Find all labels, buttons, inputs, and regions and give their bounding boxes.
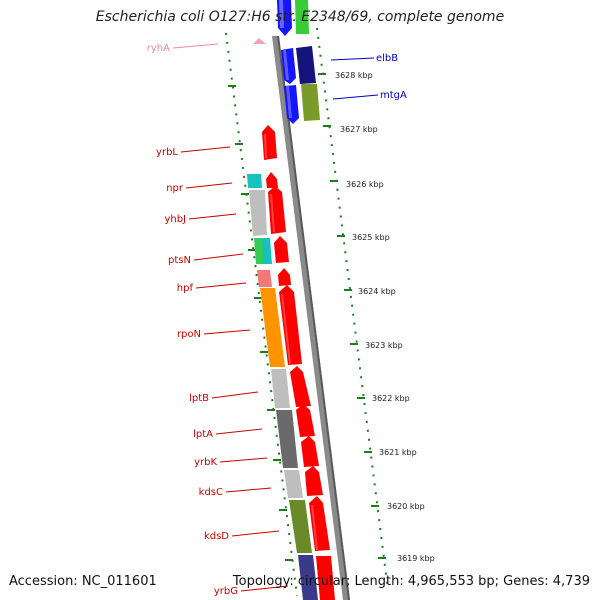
gene-bottom-red[interactable]	[316, 556, 335, 600]
gene-npr[interactable]	[247, 174, 262, 188]
gene-top-green[interactable]	[295, 0, 309, 34]
gene-ptsN-green[interactable]	[254, 238, 265, 264]
gene-yrbL[interactable]	[262, 125, 277, 160]
gene-ryhA[interactable]	[253, 38, 266, 44]
gene-lptB[interactable]	[271, 369, 290, 408]
topology-text: Topology: circular; Length: 4,965,553 bp…	[232, 574, 590, 589]
gene-navy-1[interactable]	[296, 46, 316, 84]
label-lptA[interactable]: lptA	[193, 429, 213, 440]
label-yrbK[interactable]: yrbK	[194, 457, 217, 468]
gene-olive-1[interactable]	[301, 84, 320, 121]
ruler-label: 3619 kbp	[397, 554, 435, 563]
ruler-label: 3625 kbp	[352, 233, 390, 242]
gene-rpoN-right[interactable]	[279, 285, 302, 365]
label-npr[interactable]: npr	[166, 183, 184, 194]
gene-lptA-right[interactable]	[296, 404, 315, 437]
gene-kdsD[interactable]	[289, 500, 312, 553]
label-yrbG[interactable]: yrbG	[214, 586, 238, 597]
gene-kdsC-right[interactable]	[305, 466, 323, 496]
ruler-label: 3621 kbp	[379, 448, 417, 457]
gene-mtgA[interactable]	[284, 85, 299, 124]
gene-yhbJ[interactable]	[249, 190, 267, 236]
gene-hpf-right[interactable]	[278, 268, 291, 286]
ruler-label: 3622 kbp	[372, 394, 410, 403]
ruler-label: 3620 kbp	[387, 502, 425, 511]
ruler-label: 3628 kbp	[335, 71, 373, 80]
gene-lptB-right[interactable]	[290, 366, 311, 407]
gene-kdsC[interactable]	[284, 470, 303, 498]
ruler-label: 3626 kbp	[346, 180, 384, 189]
map-title: Escherichia coli O127:H6 str. E2348/69, …	[95, 9, 505, 25]
gene-lptA[interactable]	[276, 410, 298, 468]
label-elbB[interactable]: elbB	[376, 53, 398, 64]
outer-major-ticks	[318, 73, 386, 559]
label-lptB[interactable]: lptB	[189, 393, 209, 404]
gene-yrbG[interactable]	[298, 555, 318, 600]
ruler-labels: 3628 kbp 3627 kbp 3626 kbp 3625 kbp 3624…	[335, 71, 435, 563]
gene-labels: ryhA elbB mtgA yrbL npr yhbJ ptsN hpf rp…	[147, 43, 407, 597]
inner-major-ticks	[228, 85, 293, 561]
label-yhbJ[interactable]: yhbJ	[164, 214, 186, 225]
gene-yrbK-right[interactable]	[301, 436, 319, 467]
label-yrbL[interactable]: yrbL	[156, 147, 178, 158]
gene-ptsN-cyan[interactable]	[262, 238, 272, 264]
ruler-label: 3623 kbp	[365, 341, 403, 350]
gene-hpf[interactable]	[257, 270, 272, 287]
ruler-label: 3627 kbp	[340, 125, 378, 134]
label-rpoN[interactable]: rpoN	[177, 329, 201, 340]
label-kdsC[interactable]: kdsC	[199, 487, 223, 498]
leader-lines	[172, 43, 379, 592]
ruler-label: 3624 kbp	[358, 287, 396, 296]
label-kdsD[interactable]: kdsD	[204, 531, 229, 542]
gene-top-blue[interactable]	[277, 0, 292, 36]
gene-yhbJ-right[interactable]	[268, 186, 286, 234]
gene-ptsN-right[interactable]	[274, 236, 289, 263]
label-ryhA[interactable]: ryhA	[147, 43, 170, 54]
label-mtgA[interactable]: mtgA	[380, 90, 407, 101]
genome-backbone	[272, 36, 350, 600]
label-ptsN[interactable]: ptsN	[168, 255, 191, 266]
gene-npr-right[interactable]	[266, 172, 278, 188]
gene-kdsD-right[interactable]	[309, 496, 330, 551]
accession-text: Accession: NC_011601	[9, 574, 157, 589]
gene-rpoN[interactable]	[260, 288, 285, 367]
label-hpf[interactable]: hpf	[177, 283, 194, 294]
gene-elbB[interactable]	[281, 48, 296, 84]
